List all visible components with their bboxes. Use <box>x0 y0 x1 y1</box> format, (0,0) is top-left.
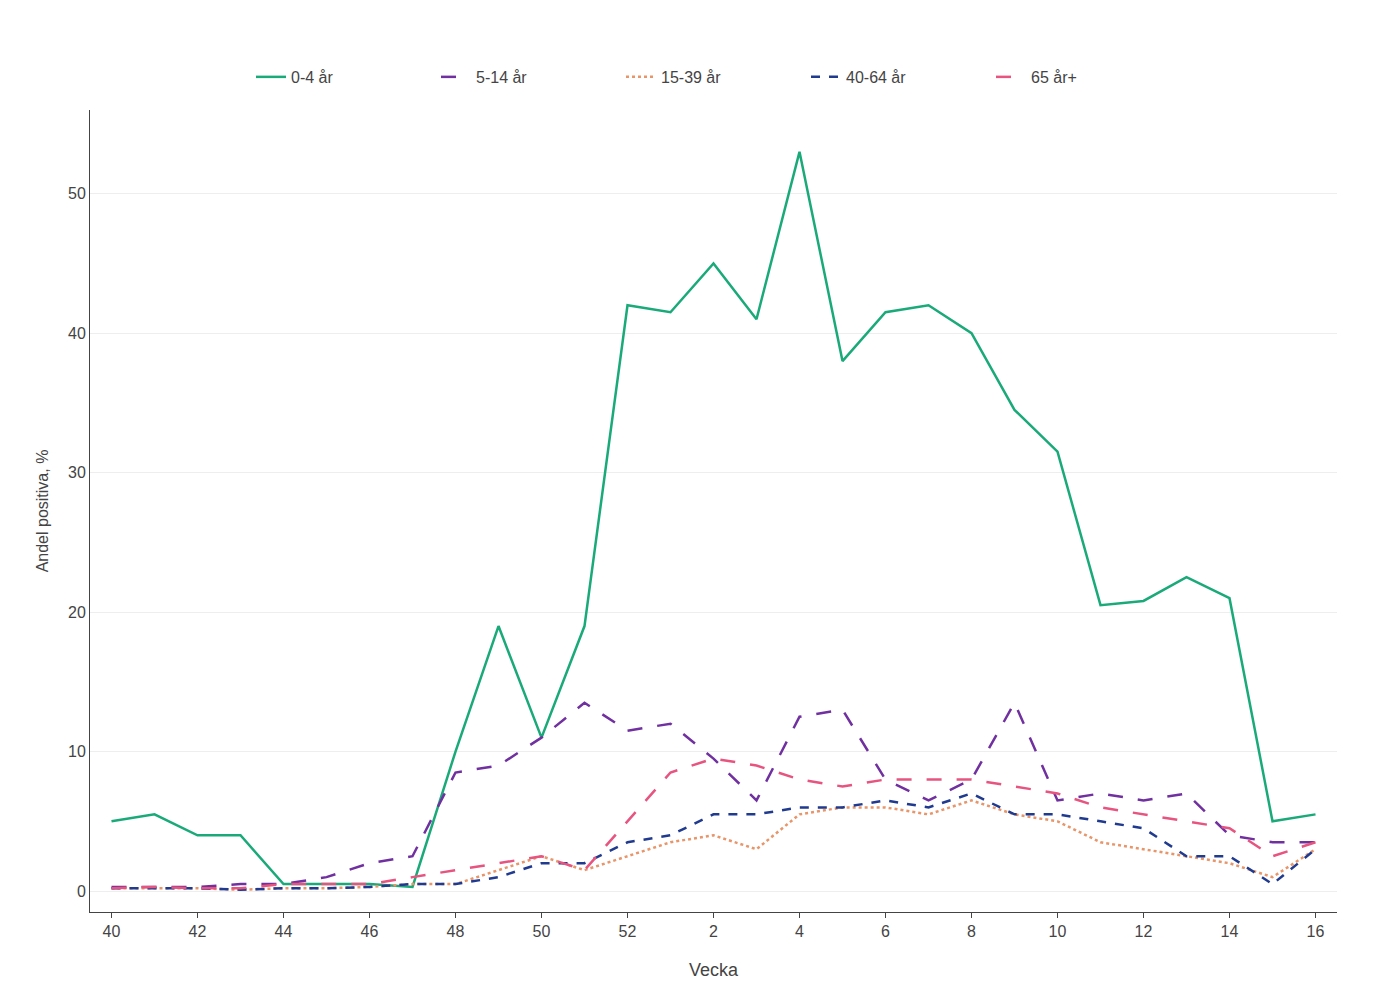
svg-text:5-14 år: 5-14 år <box>476 69 527 86</box>
svg-text:48: 48 <box>447 923 465 940</box>
svg-text:Vecka: Vecka <box>689 960 739 980</box>
svg-text:10: 10 <box>68 743 86 760</box>
svg-text:40: 40 <box>103 923 121 940</box>
svg-text:0-4 år: 0-4 år <box>291 69 333 86</box>
svg-text:42: 42 <box>189 923 207 940</box>
svg-text:50: 50 <box>533 923 551 940</box>
svg-text:8: 8 <box>967 923 976 940</box>
svg-text:44: 44 <box>275 923 293 940</box>
svg-text:0: 0 <box>77 883 86 900</box>
svg-text:10: 10 <box>1049 923 1067 940</box>
svg-text:4: 4 <box>795 923 804 940</box>
svg-text:2: 2 <box>709 923 718 940</box>
svg-text:Andel positiva, %: Andel positiva, % <box>34 450 51 573</box>
svg-text:20: 20 <box>68 604 86 621</box>
svg-text:52: 52 <box>619 923 637 940</box>
svg-text:14: 14 <box>1221 923 1239 940</box>
svg-text:46: 46 <box>361 923 379 940</box>
svg-text:16: 16 <box>1307 923 1325 940</box>
svg-text:30: 30 <box>68 464 86 481</box>
svg-text:12: 12 <box>1135 923 1153 940</box>
svg-text:50: 50 <box>68 185 86 202</box>
svg-text:40-64 år: 40-64 år <box>846 69 906 86</box>
svg-text:6: 6 <box>881 923 890 940</box>
svg-text:65 år+: 65 år+ <box>1031 69 1077 86</box>
svg-text:40: 40 <box>68 325 86 342</box>
svg-text:15-39 år: 15-39 år <box>661 69 721 86</box>
